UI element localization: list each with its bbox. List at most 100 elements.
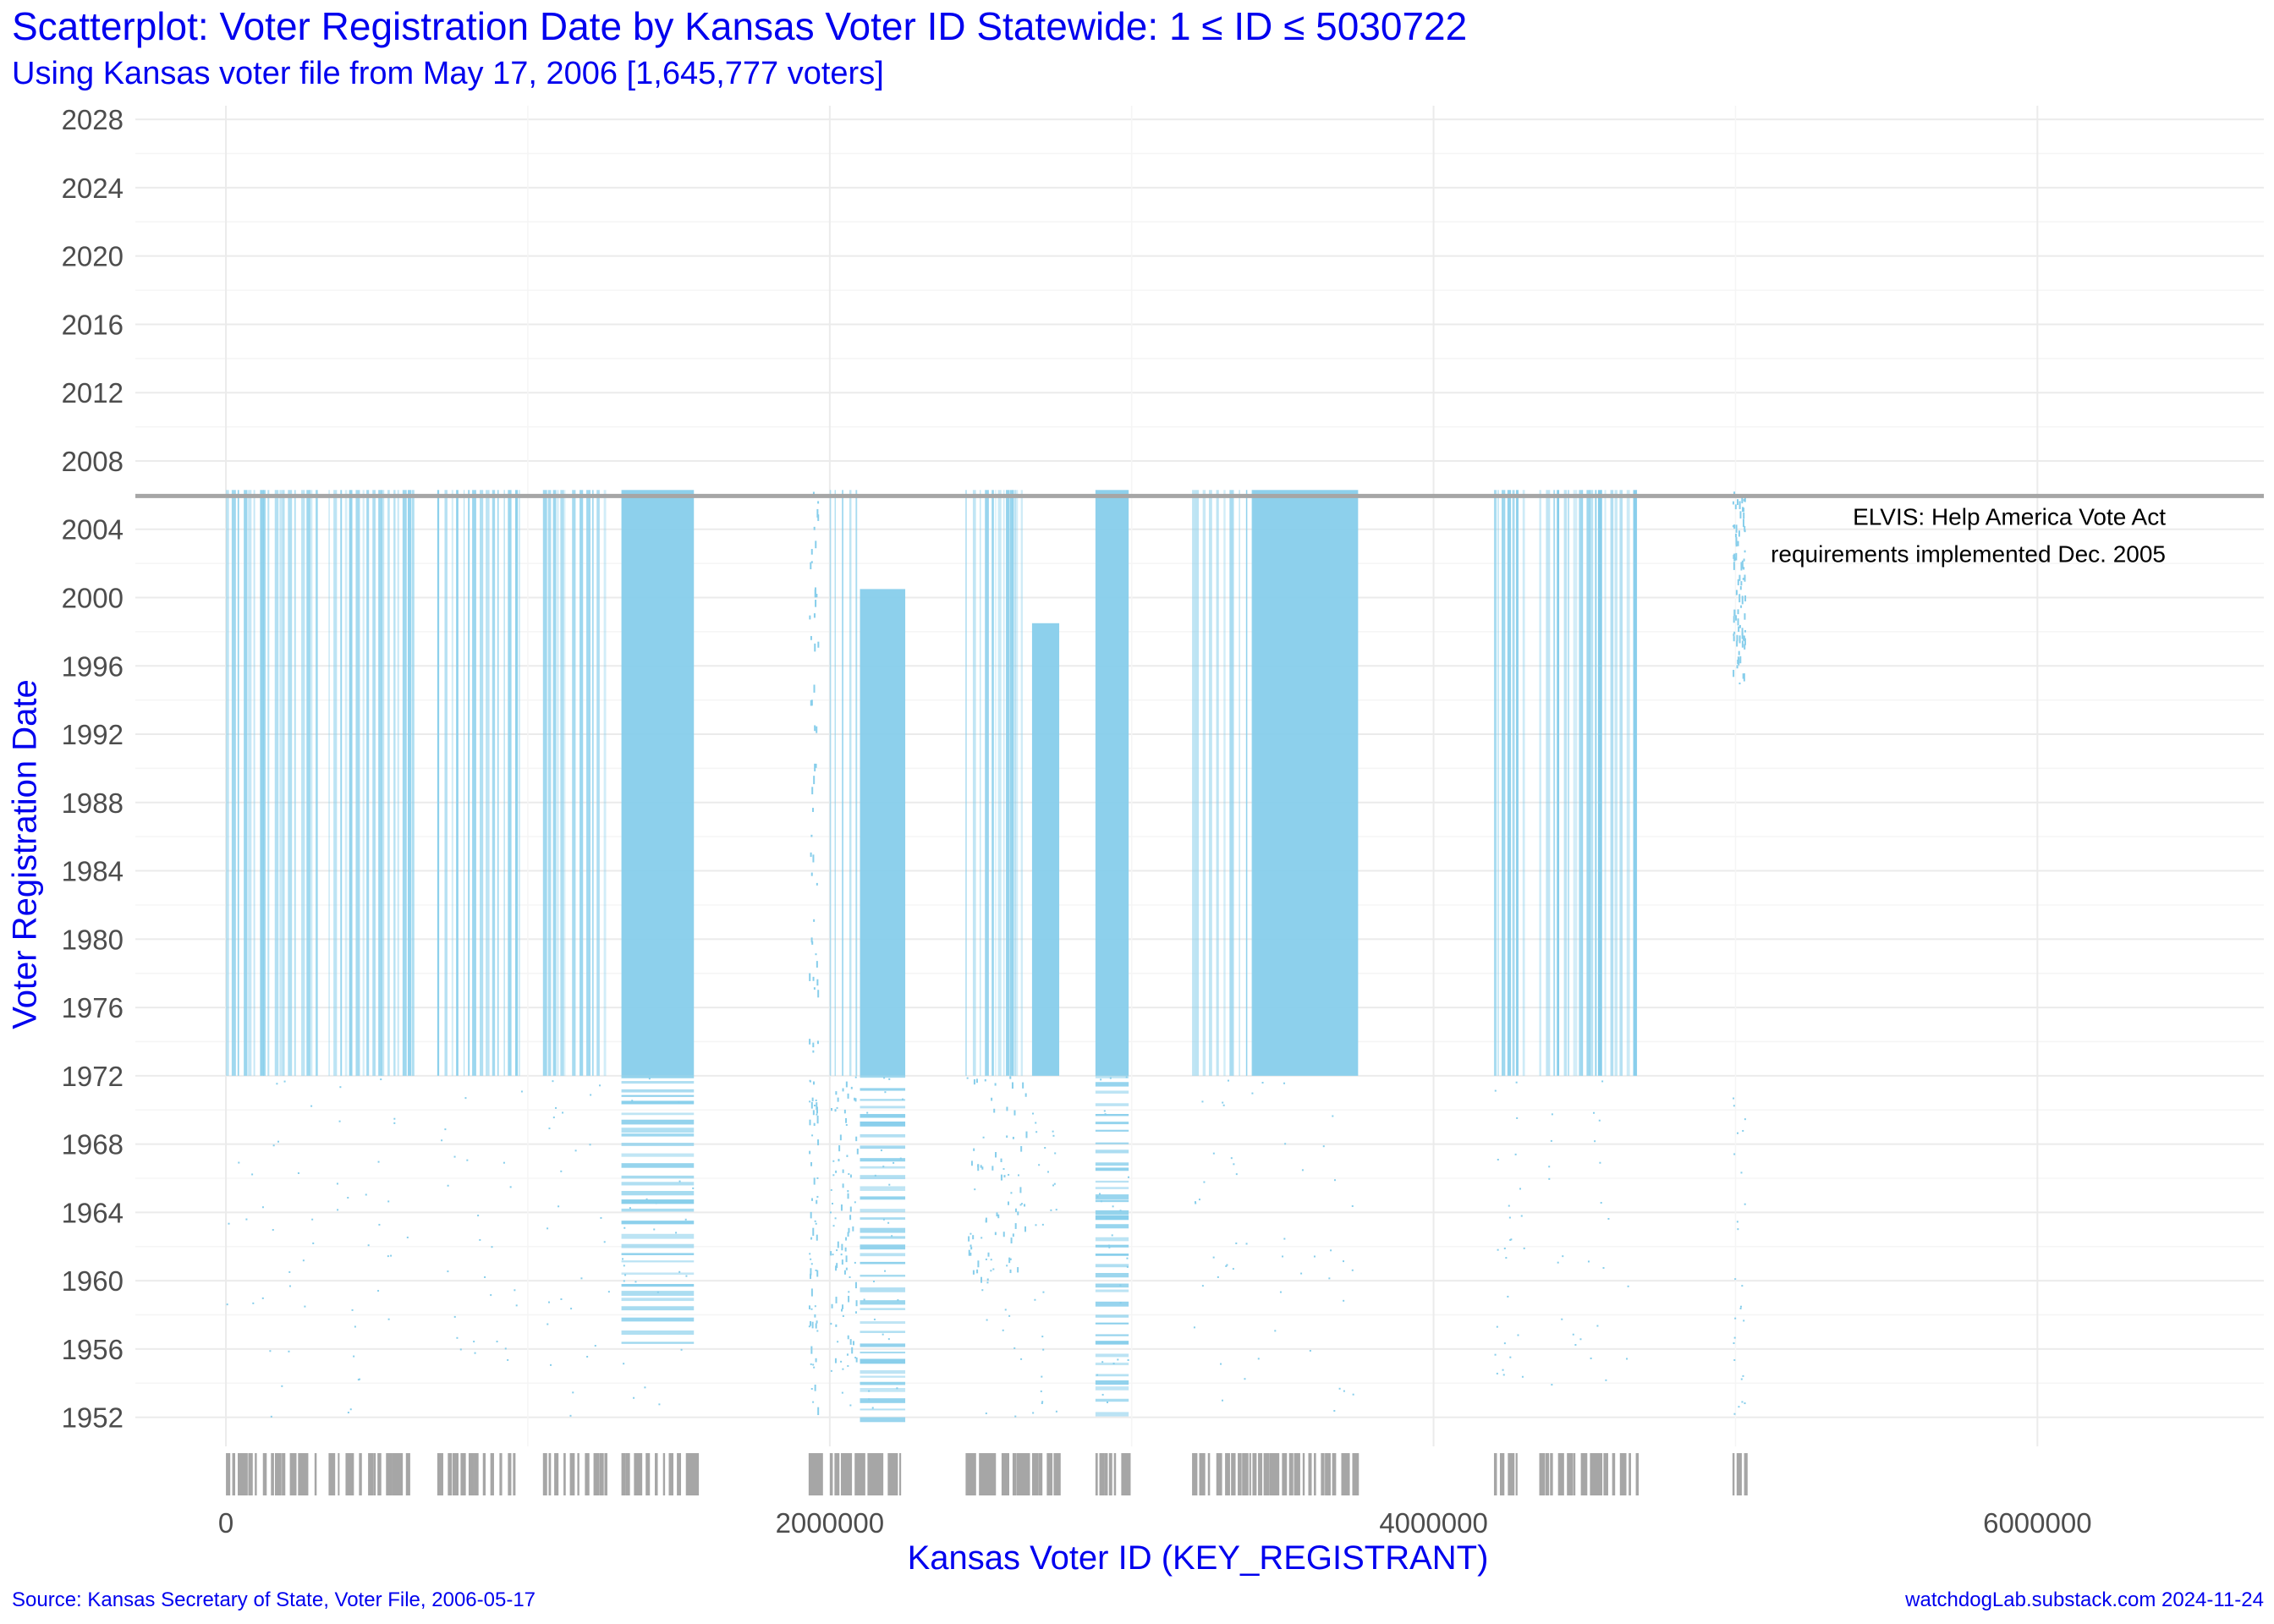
data-point — [1744, 550, 1746, 553]
data-point — [623, 1265, 625, 1267]
data-point — [891, 1235, 893, 1237]
data-point — [484, 1276, 486, 1278]
data-point — [1516, 1116, 1519, 1119]
point-band — [860, 1196, 906, 1200]
grid-lines — [135, 106, 2264, 1446]
point-band — [1095, 1244, 1129, 1248]
data-point — [974, 1188, 976, 1191]
data-point — [813, 1177, 816, 1185]
rug-mark — [1046, 1453, 1053, 1495]
data-point — [1740, 581, 1743, 586]
data-point — [1332, 1115, 1334, 1117]
data-point — [1742, 578, 1744, 580]
data-point — [1509, 1356, 1512, 1358]
data-point — [1230, 1157, 1233, 1160]
rug-mark — [1249, 1453, 1251, 1495]
data-point — [852, 1341, 854, 1346]
point-column — [842, 490, 844, 1076]
data-point — [1351, 1204, 1354, 1207]
data-point — [1738, 501, 1741, 509]
point-column — [579, 490, 584, 1076]
rug-mark — [1629, 1453, 1631, 1495]
data-point — [814, 589, 816, 598]
data-point — [272, 1144, 275, 1147]
data-point — [1737, 618, 1739, 626]
data-point — [845, 1081, 848, 1088]
data-point — [1022, 1082, 1024, 1089]
point-column — [472, 490, 476, 1076]
data-point — [1741, 640, 1744, 648]
data-point — [1557, 1261, 1559, 1264]
data-point — [1050, 1209, 1052, 1211]
data-point — [1503, 1342, 1506, 1345]
y-tick-label: 1984 — [62, 856, 124, 887]
data-point — [288, 1285, 291, 1287]
point-band — [621, 1233, 695, 1239]
point-cluster — [621, 490, 695, 1076]
rug-mark — [1192, 1453, 1198, 1495]
rug-mark — [1619, 1453, 1627, 1495]
point-band — [860, 1186, 906, 1191]
rug-mark — [1216, 1453, 1222, 1495]
data-point — [984, 1078, 986, 1082]
data-point — [810, 635, 812, 640]
data-point — [1232, 1268, 1234, 1270]
data-point — [1744, 1118, 1746, 1121]
rug-mark — [453, 1453, 459, 1495]
data-point — [1733, 609, 1736, 617]
point-band — [1095, 1341, 1129, 1345]
point-band — [860, 1408, 906, 1411]
point-band — [621, 1095, 695, 1097]
data-point — [514, 1289, 516, 1292]
point-band — [860, 1075, 906, 1078]
rug-mark — [350, 1453, 354, 1495]
data-point — [1744, 1203, 1746, 1205]
rug-mark — [1282, 1453, 1288, 1495]
point-column — [1516, 490, 1519, 1076]
point-band — [860, 1287, 906, 1292]
data-point — [675, 1232, 678, 1234]
data-point — [847, 1190, 849, 1193]
data-point — [811, 1321, 814, 1329]
y-tick-label: 1972 — [62, 1061, 124, 1092]
x-tick-label: 6000000 — [1983, 1507, 2091, 1539]
rug-mark — [1573, 1453, 1576, 1495]
data-point — [1601, 1080, 1604, 1083]
data-point — [813, 1122, 816, 1127]
data-point — [810, 1211, 812, 1219]
data-point — [812, 1110, 815, 1116]
data-point — [1006, 1265, 1008, 1267]
data-point — [812, 1081, 815, 1085]
data-point — [995, 1151, 997, 1158]
data-point — [817, 1139, 820, 1146]
data-point — [226, 1303, 228, 1306]
data-point — [1352, 1393, 1354, 1396]
data-point — [387, 1318, 390, 1320]
data-point — [349, 1408, 352, 1411]
y-tick-label: 2016 — [62, 309, 124, 340]
rug-mark — [989, 1453, 996, 1495]
point-band — [621, 1143, 695, 1146]
rug-mark — [241, 1453, 248, 1495]
data-point — [884, 1270, 887, 1272]
data-point — [1737, 1228, 1739, 1231]
data-point — [310, 1105, 313, 1107]
point-column — [456, 490, 459, 1076]
rug-mark — [293, 1453, 297, 1495]
data-point — [816, 1330, 819, 1332]
data-point — [1741, 595, 1744, 605]
point-band — [1095, 1167, 1129, 1171]
point-column — [979, 490, 981, 1076]
data-point — [810, 1346, 813, 1354]
data-point — [1548, 1166, 1551, 1168]
data-point — [994, 1232, 997, 1236]
data-point — [1035, 1122, 1037, 1124]
data-point — [882, 1333, 884, 1336]
data-point — [1251, 1092, 1254, 1095]
data-point — [1743, 635, 1745, 641]
rug-mark — [893, 1453, 898, 1495]
point-band — [621, 1317, 695, 1322]
point-band — [621, 1191, 695, 1196]
data-point — [873, 1318, 876, 1320]
data-point — [1055, 1209, 1057, 1211]
